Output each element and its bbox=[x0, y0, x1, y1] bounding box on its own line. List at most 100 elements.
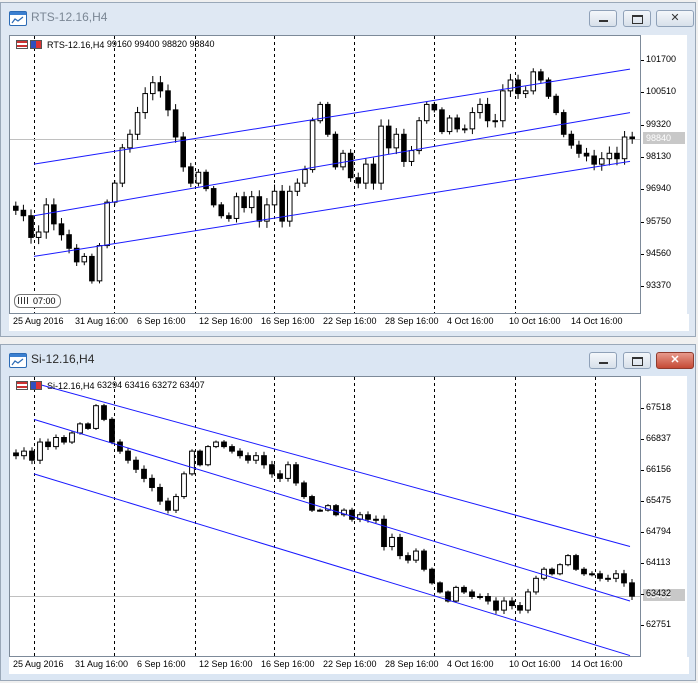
symbol-flag-icon bbox=[30, 40, 42, 50]
candle-body bbox=[241, 196, 247, 209]
channel-lower-line bbox=[33, 473, 631, 656]
candle-body bbox=[370, 163, 377, 184]
candle-body bbox=[37, 441, 43, 461]
candle-body bbox=[77, 423, 83, 434]
x-tick-label: 14 Oct 16:00 bbox=[571, 659, 623, 669]
candle-body bbox=[485, 595, 491, 602]
candle-body bbox=[553, 95, 559, 114]
x-tick-label: 12 Sep 16:00 bbox=[199, 659, 253, 669]
candle-body bbox=[172, 109, 179, 138]
y-tick bbox=[641, 594, 644, 595]
candle-body bbox=[408, 150, 415, 162]
candle-body bbox=[581, 568, 587, 575]
title-bar[interactable]: RTS-12.16,H4 bbox=[1, 3, 695, 33]
candle-body bbox=[492, 120, 499, 123]
x-tick-label: 10 Oct 16:00 bbox=[509, 659, 561, 669]
candle-body bbox=[221, 441, 227, 448]
x-tick-label: 31 Aug 16:00 bbox=[75, 316, 129, 326]
candlestick-plot[interactable] bbox=[10, 377, 640, 656]
x-tick-label: 16 Sep 16:00 bbox=[261, 659, 315, 669]
candle-body bbox=[373, 518, 379, 521]
info-ohlc: 99160 99400 98820 98840 bbox=[106, 39, 215, 49]
candle-body bbox=[173, 496, 179, 511]
y-tick-label: 98130 bbox=[646, 151, 672, 161]
candle-body bbox=[325, 103, 331, 135]
y-tick-label: 99320 bbox=[646, 119, 672, 129]
symbol-flag-icon bbox=[30, 381, 42, 391]
candle-body bbox=[141, 468, 147, 479]
candle-body bbox=[20, 209, 27, 217]
candle-body bbox=[517, 605, 523, 611]
candle-body bbox=[484, 103, 491, 122]
candle-body bbox=[421, 550, 427, 570]
y-tick bbox=[641, 439, 644, 440]
window-title: Si-12.16,H4 bbox=[31, 352, 95, 366]
candle-body bbox=[446, 117, 453, 133]
candle-body bbox=[405, 555, 411, 561]
y-tick bbox=[641, 254, 644, 255]
candle-body bbox=[45, 441, 51, 448]
y-tick-label: 96940 bbox=[646, 183, 672, 193]
y-tick bbox=[641, 92, 644, 93]
candle-body bbox=[256, 196, 263, 222]
time-badge[interactable]: 07:00 bbox=[14, 294, 61, 308]
chart-window-rts[interactable]: RTS-12.16,H4 RTS-12.16,H4 99160 99400 98… bbox=[0, 2, 696, 337]
candle-body bbox=[93, 405, 99, 429]
info-ohlc: 63294 63416 63272 63407 bbox=[97, 380, 205, 390]
current-price-label: 98840 bbox=[643, 132, 685, 144]
minimize-button[interactable] bbox=[589, 10, 617, 27]
close-button[interactable] bbox=[656, 352, 694, 369]
candle-body bbox=[203, 171, 209, 190]
candle-body bbox=[181, 473, 187, 498]
time-scale[interactable]: 25 Aug 2016 31 Aug 16:00 6 Sep 16:00 12 Sep… bbox=[9, 657, 689, 674]
price-chart[interactable]: Si-12.16,H4 63294 63416 63272 63407 bbox=[9, 376, 641, 657]
maximize-button[interactable] bbox=[623, 10, 651, 27]
y-tick bbox=[641, 189, 644, 190]
candle-body bbox=[73, 247, 80, 263]
minimize-button[interactable] bbox=[589, 352, 617, 369]
candle-body bbox=[431, 103, 438, 111]
candle-body bbox=[66, 234, 72, 249]
candle-body bbox=[21, 450, 27, 457]
candle-body bbox=[522, 90, 529, 95]
x-tick-label: 16 Sep 16:00 bbox=[261, 316, 315, 326]
y-tick-label: 65475 bbox=[646, 495, 672, 505]
candle-body bbox=[341, 509, 347, 516]
candle-body bbox=[51, 204, 57, 225]
candle-body bbox=[119, 147, 126, 184]
y-tick-label: 62751 bbox=[646, 619, 672, 629]
channel-lower-line bbox=[33, 160, 631, 257]
candle-body bbox=[445, 591, 451, 602]
candle-body bbox=[133, 459, 139, 470]
chart-window-si[interactable]: Si-12.16,H4 Si-12.16,H4 63294 63416 6327… bbox=[0, 344, 696, 681]
x-tick-label: 4 Oct 16:00 bbox=[447, 316, 494, 326]
close-button[interactable] bbox=[656, 10, 694, 27]
candle-body bbox=[29, 450, 35, 461]
us-flag-icon bbox=[16, 381, 28, 391]
candle-body bbox=[454, 117, 460, 130]
candle-body bbox=[530, 71, 537, 92]
candle-body bbox=[269, 464, 275, 475]
candle-body bbox=[149, 82, 156, 95]
price-scale[interactable]: 98840 101700 100510 99320 98130 96940 95750 94… bbox=[641, 35, 687, 314]
candle-body bbox=[541, 568, 547, 579]
time-scale[interactable]: 25 Aug 2016 31 Aug 16:00 6 Sep 16:00 12 Sep… bbox=[9, 314, 689, 331]
price-scale[interactable]: 63406 67518 66837 66156 65475 64794 64113 6343… bbox=[641, 376, 687, 657]
info-symbol: RTS-12.16,H4 bbox=[47, 39, 105, 50]
candle-body bbox=[302, 169, 308, 184]
candle-body bbox=[317, 103, 323, 122]
y-tick-label: 93370 bbox=[646, 280, 672, 290]
title-bar[interactable]: Si-12.16,H4 bbox=[1, 345, 695, 375]
x-tick-label: 12 Sep 16:00 bbox=[199, 316, 253, 326]
candle-body bbox=[13, 452, 19, 457]
maximize-button[interactable] bbox=[623, 352, 651, 369]
candle-body bbox=[469, 591, 475, 597]
candle-body bbox=[85, 423, 91, 429]
candle-body bbox=[237, 450, 243, 457]
candlestick-plot[interactable] bbox=[10, 36, 640, 313]
candle-body bbox=[69, 432, 75, 443]
y-tick-label: 67518 bbox=[646, 402, 672, 412]
us-flag-icon bbox=[16, 40, 28, 50]
price-chart[interactable]: RTS-12.16,H4 99160 99400 98820 98840 07:… bbox=[9, 35, 641, 314]
candle-body bbox=[614, 152, 620, 160]
